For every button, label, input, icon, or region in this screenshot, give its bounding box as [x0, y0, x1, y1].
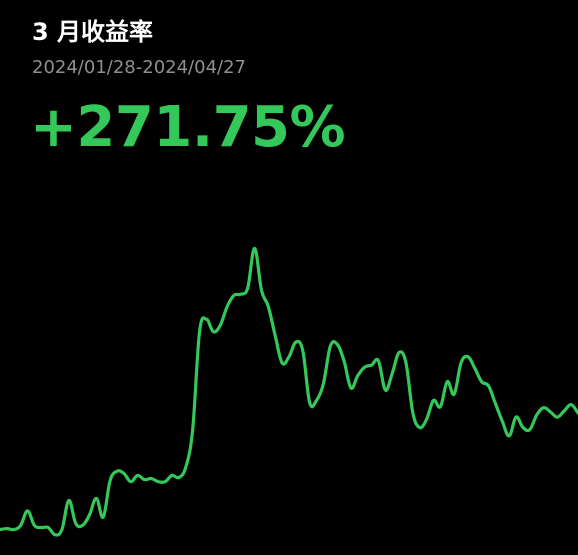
card-title: 3 月收益率	[32, 16, 153, 48]
return-percentage: +271.75%	[30, 96, 345, 160]
chart-canvas	[0, 200, 578, 555]
return-series-line	[0, 248, 578, 535]
return-line-chart	[0, 200, 578, 555]
date-range: 2024/01/28-2024/04/27	[32, 56, 246, 80]
